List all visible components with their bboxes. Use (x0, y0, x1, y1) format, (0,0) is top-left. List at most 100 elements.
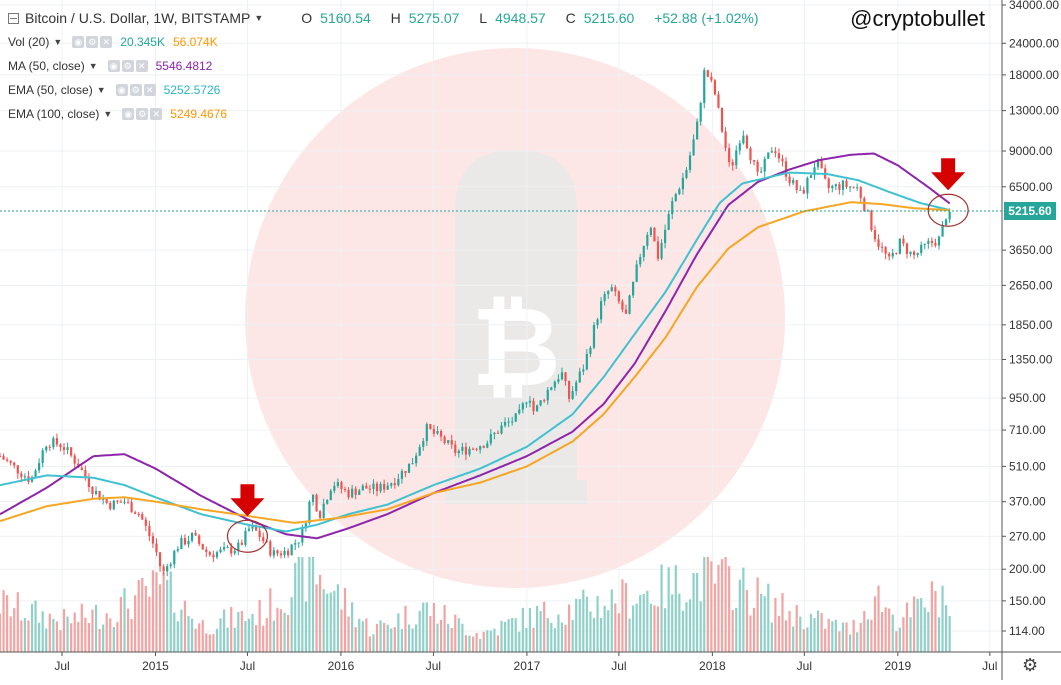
chart-settings-gear-icon[interactable]: ⚙ (1022, 655, 1039, 675)
chevron-down-icon[interactable]: ▼ (103, 109, 113, 119)
candle-body (418, 446, 421, 456)
volume-bar (738, 579, 741, 652)
volume-bar (905, 602, 909, 652)
candle-body (937, 236, 941, 246)
series-line-ema-50-close (0, 171, 950, 533)
candle-body (525, 402, 528, 404)
candle-body (802, 189, 805, 194)
candle-body (628, 295, 631, 314)
candle-body (429, 424, 432, 430)
eye-icon[interactable]: ◉ (115, 84, 128, 96)
candle-body (482, 446, 485, 448)
gear-icon[interactable]: ⚙ (121, 60, 134, 72)
candle-body (454, 444, 457, 454)
close-icon[interactable]: ✕ (150, 108, 163, 120)
candle-body (254, 526, 258, 531)
candle-body (756, 161, 759, 172)
legend-volume: Vol (20) ▼ ◉ ⚙ ✕ 20.345K 56.074K (8, 30, 767, 54)
eye-icon[interactable]: ◉ (107, 60, 120, 72)
volume-bar (898, 627, 901, 652)
candle-body (831, 185, 834, 189)
gear-icon[interactable]: ⚙ (136, 108, 149, 120)
volume-bar (251, 613, 254, 652)
volume-bar (333, 590, 336, 652)
y-tick-label: 114.00 (1009, 624, 1045, 638)
candle-body (614, 287, 617, 292)
close-value: 5215.60 (583, 10, 635, 26)
volume-bar (0, 613, 2, 652)
chevron-down-icon[interactable]: ▼ (254, 13, 264, 23)
volume-bar (500, 620, 503, 652)
close-icon[interactable]: ✕ (100, 36, 113, 48)
gear-icon[interactable]: ⚙ (86, 36, 99, 48)
candle-body (507, 421, 510, 423)
volume-bar (258, 599, 261, 652)
volume-bar (109, 618, 112, 652)
candle-body (703, 70, 706, 104)
candle-body (151, 536, 155, 544)
candle-body (116, 500, 119, 502)
volume-bar (546, 618, 549, 652)
candle-body (123, 502, 126, 504)
annotation-circle (226, 519, 269, 553)
watermark-bullet (455, 150, 577, 480)
volume-bar (831, 621, 834, 652)
volume-bar (240, 611, 243, 652)
volume-bar (848, 634, 852, 652)
candle-body (272, 550, 275, 556)
volume-bar (930, 581, 933, 652)
candle-body (717, 94, 720, 108)
candle-body (610, 287, 613, 292)
collapse-icon[interactable] (8, 12, 19, 24)
chevron-down-icon[interactable]: ▼ (88, 61, 98, 71)
volume-bar (578, 599, 581, 652)
indicator-label: Vol (20) (8, 35, 50, 49)
candle-body (792, 180, 795, 184)
candle-body (375, 483, 379, 492)
candle-body (863, 198, 866, 212)
indicator-value: 5249.4676 (170, 107, 228, 121)
candle-body (319, 511, 322, 518)
eye-icon[interactable]: ◉ (72, 36, 85, 48)
volume-bar (23, 618, 27, 652)
x-tick-label: 2018 (699, 659, 726, 673)
volume-bar (571, 619, 574, 652)
chevron-down-icon[interactable]: ▼ (53, 37, 63, 47)
candle-body (731, 162, 734, 166)
volume-bar (390, 628, 393, 652)
gear-icon[interactable]: ⚙ (129, 84, 142, 96)
candle-body (696, 121, 699, 140)
volume-bar (372, 634, 375, 652)
volume-bar (461, 623, 464, 652)
volume-bar (226, 627, 229, 652)
close-icon[interactable]: ✕ (135, 60, 148, 72)
candle-body (247, 528, 251, 531)
close-icon[interactable]: ✕ (143, 84, 156, 96)
candle-body (439, 430, 443, 437)
y-tick-label: 24000.00 (1009, 36, 1059, 50)
volume-bar (724, 557, 727, 652)
indicator-value: 5252.5726 (163, 83, 221, 97)
volume-bar (205, 633, 208, 652)
volume-bar (514, 618, 517, 652)
volume-bar (664, 608, 667, 652)
author-handle: @cryptobullet (850, 6, 985, 31)
chevron-down-icon[interactable]: ▼ (96, 85, 106, 95)
candle-body (692, 139, 695, 156)
volume-bar (856, 632, 859, 652)
volume-bar (130, 619, 133, 652)
volume-bar (148, 596, 151, 652)
candle-body (269, 541, 272, 556)
candle-body (457, 450, 460, 454)
candle-body (173, 550, 176, 565)
candle-body (543, 400, 546, 402)
y-tick-label: 18000.00 (1009, 68, 1059, 82)
volume-bar (379, 620, 382, 652)
candle-body (838, 184, 841, 190)
volume-bar (194, 628, 197, 652)
symbol-title: Bitcoin / U.S. Dollar, 1W, BITSTAMP (25, 10, 251, 26)
eye-icon[interactable]: ◉ (122, 108, 135, 120)
